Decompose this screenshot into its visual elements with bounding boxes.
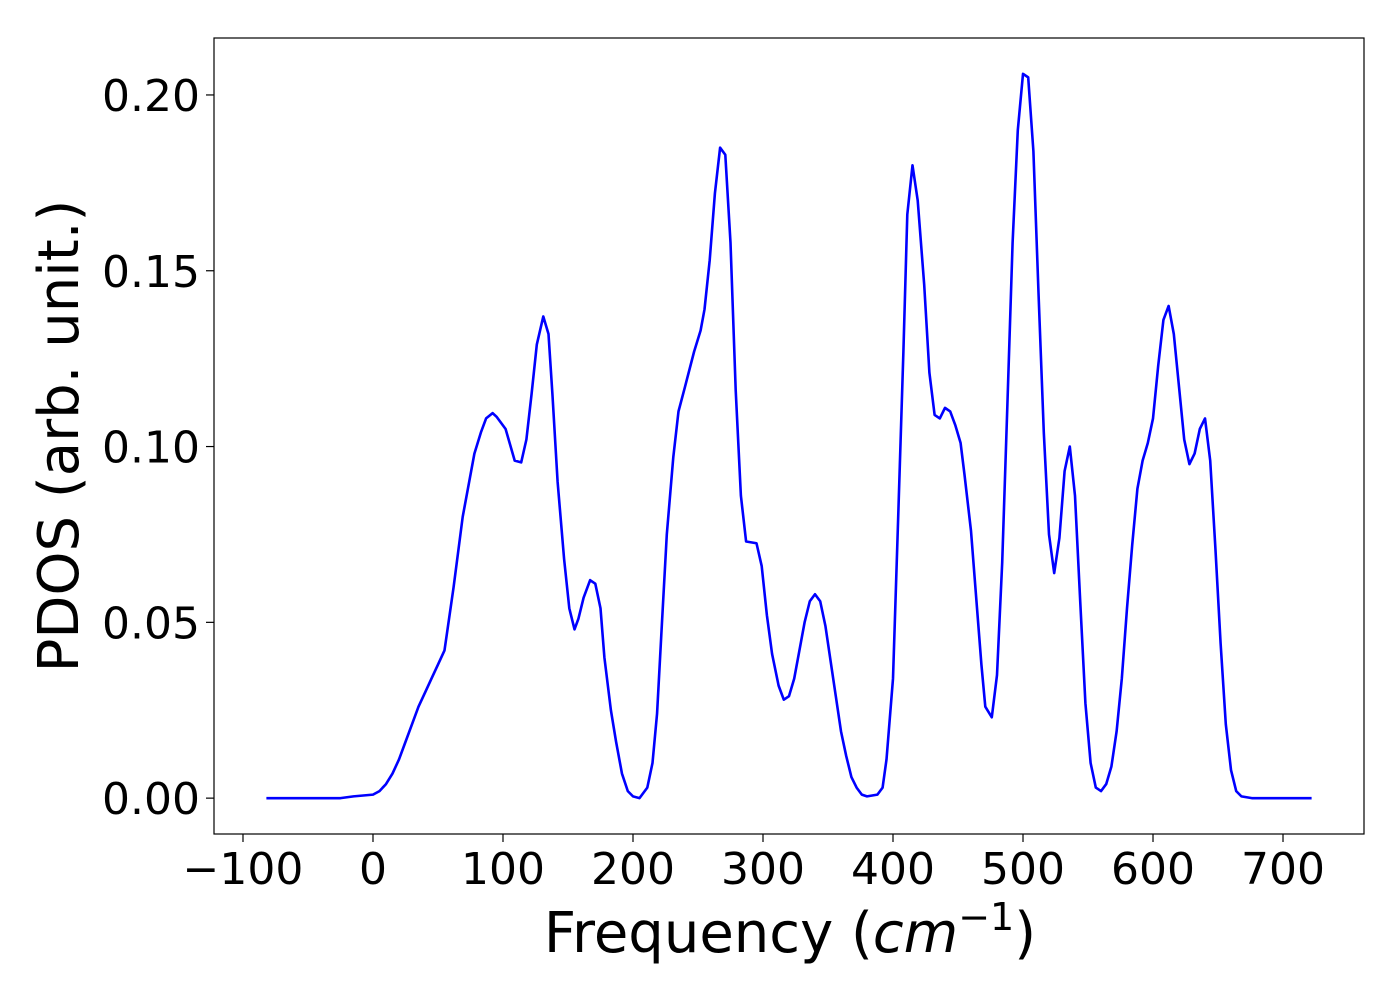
x-axis-label: Frequency (cm−1) [544,895,1036,966]
x-label-close: ) [1014,901,1036,966]
x-tick-label: 200 [591,844,675,895]
y-axis-label: PDOS (arb. unit.) [27,200,92,673]
x-tick-label: 300 [721,844,805,895]
x-tick-label: −100 [183,844,304,895]
y-tick-label: 0.00 [102,774,200,825]
x-label-exponent: −1 [958,895,1014,939]
plot-frame [213,37,1365,835]
x-tick-label: 500 [981,844,1065,895]
x-tick-label: 600 [1111,844,1195,895]
x-tick-label: 0 [359,844,387,895]
y-tick-label: 0.05 [102,598,200,649]
y-tick-label: 0.20 [102,71,200,122]
x-tick-label: 700 [1241,844,1325,895]
x-label-text: Frequency ( [544,901,873,966]
y-tick-label: 0.10 [102,423,200,474]
x-tick-label: 400 [851,844,935,895]
x-label-unit: cm [873,901,958,966]
y-tick-label: 0.15 [102,247,200,298]
data-line [266,72,1312,800]
x-tick-label: 100 [461,844,545,895]
